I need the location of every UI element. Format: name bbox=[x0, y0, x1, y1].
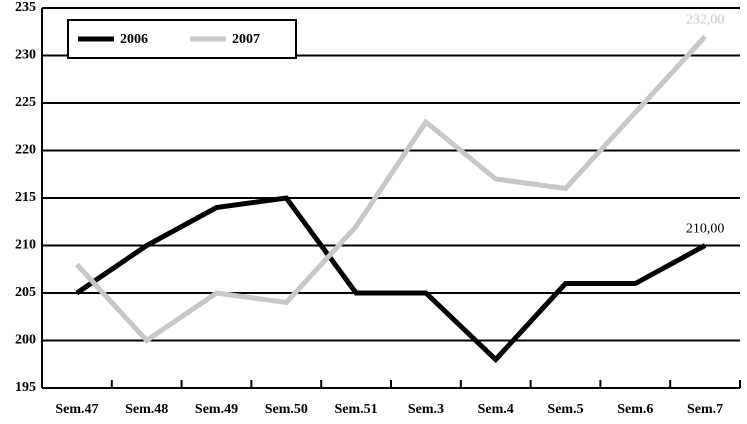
series-line bbox=[75, 195, 707, 364]
legend-label: 2007 bbox=[232, 32, 260, 47]
x-tick-label: Sem.4 bbox=[478, 402, 514, 417]
data-label: 232,00 bbox=[686, 13, 725, 28]
x-tick-label: Sem.50 bbox=[265, 402, 308, 417]
x-tick-label: Sem.7 bbox=[687, 402, 723, 417]
y-tick-label: 220 bbox=[15, 143, 36, 158]
x-tick-label: Sem.48 bbox=[125, 402, 168, 417]
x-tick-label: Sem.51 bbox=[335, 402, 378, 417]
y-tick-label: 200 bbox=[15, 333, 36, 348]
y-tick-label: 230 bbox=[15, 48, 36, 63]
data-label: 210,00 bbox=[686, 222, 725, 237]
y-tick-label: 215 bbox=[15, 190, 36, 205]
x-tick-label: Sem.3 bbox=[408, 402, 444, 417]
legend-label: 2006 bbox=[120, 32, 148, 47]
x-tick-label: Sem.49 bbox=[195, 402, 238, 417]
y-tick-label: 205 bbox=[15, 285, 36, 300]
y-tick-label: 235 bbox=[15, 0, 36, 15]
y-tick-label: 210 bbox=[15, 238, 36, 253]
x-tick-label: Sem.6 bbox=[617, 402, 653, 417]
x-tick-label: Sem.5 bbox=[547, 402, 583, 417]
series-line bbox=[75, 34, 707, 344]
x-tick-label: Sem.47 bbox=[55, 402, 98, 417]
y-tick-label: 225 bbox=[15, 95, 36, 110]
y-tick-label: 195 bbox=[15, 380, 36, 395]
